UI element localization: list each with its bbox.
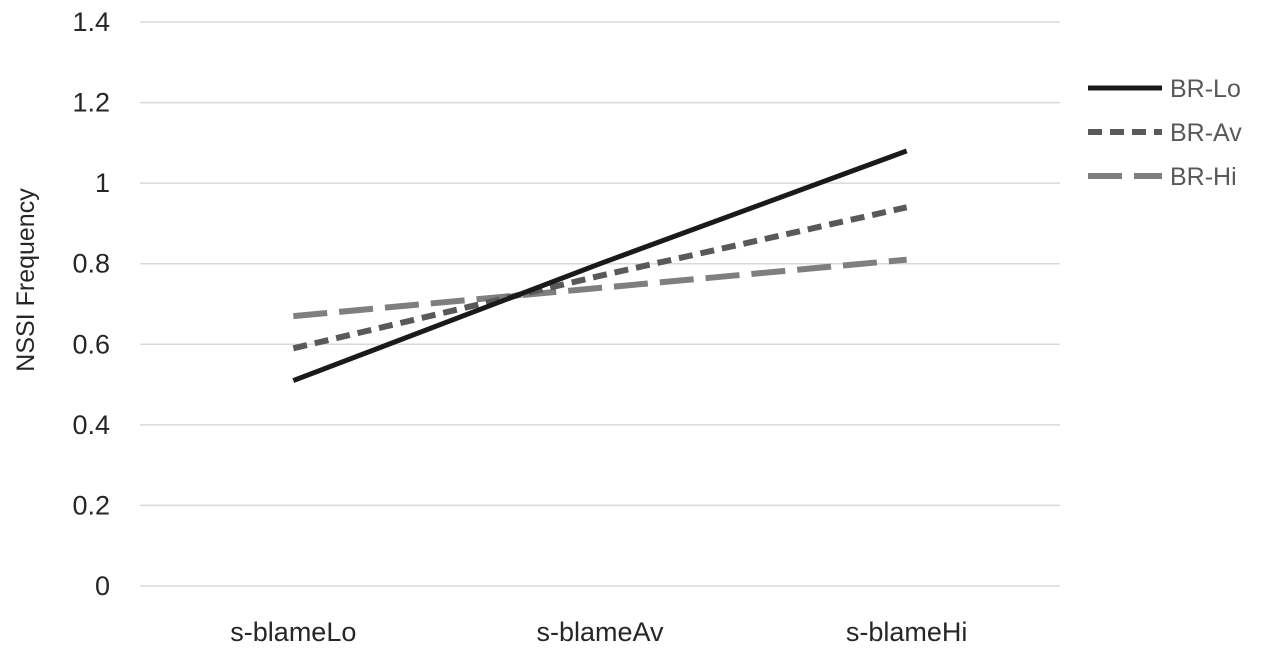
y-tick-label: 0.2: [72, 490, 110, 520]
x-axis-ticks: s-blameLo s-blameAv s-blameHi: [230, 617, 967, 647]
y-axis-title: NSSI Frequency: [12, 188, 40, 372]
y-tick-label: 0.6: [72, 329, 110, 359]
legend-label: BR-Av: [1170, 119, 1242, 147]
y-tick-label: 0: [95, 571, 110, 601]
y-tick-label: 1.4: [72, 7, 110, 37]
x-tick-label: s-blameLo: [230, 617, 356, 647]
series-line-br-av: [292, 204, 908, 352]
y-tick-label: 1: [95, 168, 110, 198]
legend-label: BR-Lo: [1170, 75, 1241, 103]
x-tick-label: s-blameAv: [536, 617, 664, 647]
series-lines: [292, 148, 908, 383]
y-tick-label: 1.2: [72, 88, 110, 118]
y-tick-label: 0.4: [72, 410, 110, 440]
y-tick-label: 0.8: [72, 249, 110, 279]
series-line-br-hi: [293, 256, 907, 320]
series-line-br-lo: [292, 148, 908, 383]
legend-label: BR-Hi: [1170, 163, 1237, 191]
gridlines: [140, 21, 1060, 587]
legend: BR-Lo BR-Av BR-Hi: [1088, 75, 1242, 191]
x-tick-label: s-blameHi: [846, 617, 968, 647]
y-axis-ticks: 0 0.2 0.4 0.6 0.8 1 1.2 1.4: [72, 7, 110, 601]
